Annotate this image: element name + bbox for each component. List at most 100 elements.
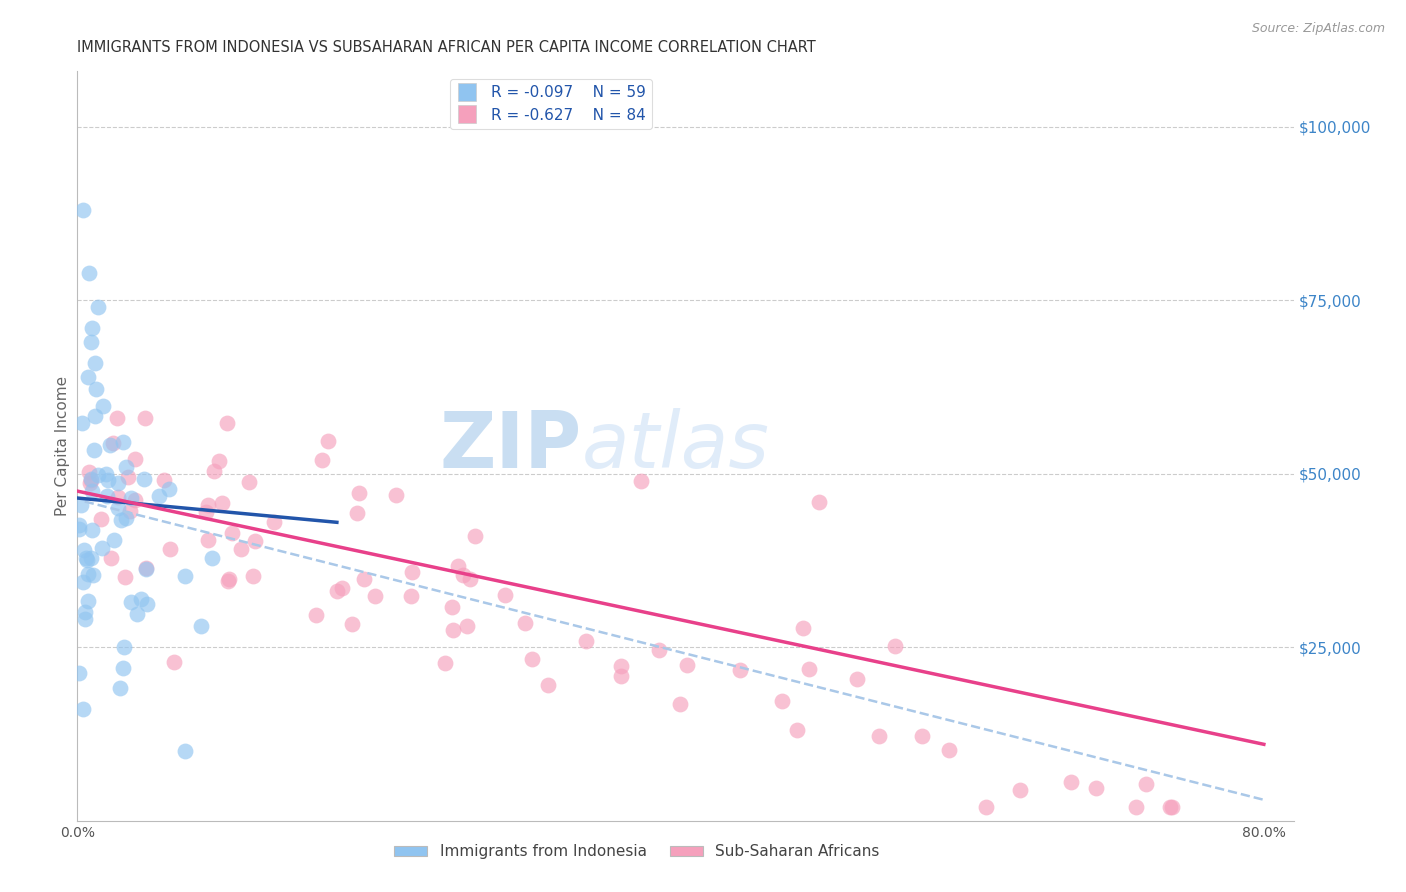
Text: Source: ZipAtlas.com: Source: ZipAtlas.com — [1251, 22, 1385, 36]
Point — [94, 467, 117, 481]
Point — [451, 567, 474, 582]
Point — [117, 470, 139, 484]
Point — [72, 702, 94, 716]
Point — [363, 590, 385, 604]
Point — [353, 572, 375, 586]
Point — [229, 542, 252, 557]
Point — [446, 559, 468, 574]
Point — [458, 573, 481, 587]
Point — [347, 486, 370, 500]
Point — [456, 619, 478, 633]
Point — [911, 729, 934, 743]
Point — [441, 599, 464, 614]
Point — [77, 465, 100, 479]
Text: atlas: atlas — [582, 408, 770, 484]
Point — [80, 483, 103, 498]
Point — [82, 524, 104, 538]
Point — [1125, 799, 1147, 814]
Point — [136, 597, 159, 611]
Point — [82, 321, 104, 335]
Point — [115, 511, 138, 525]
Point — [728, 663, 751, 677]
Point — [163, 655, 186, 669]
Point — [195, 505, 218, 519]
Point — [938, 743, 960, 757]
Point — [67, 522, 90, 536]
Point — [114, 570, 136, 584]
Point — [868, 729, 890, 743]
Point — [87, 468, 110, 483]
Point — [221, 525, 243, 540]
Point — [157, 482, 180, 496]
Point — [846, 672, 869, 686]
Point — [1161, 799, 1184, 814]
Point — [218, 572, 240, 586]
Point — [1135, 777, 1157, 791]
Point — [173, 744, 195, 758]
Point — [90, 512, 112, 526]
Point — [217, 416, 239, 430]
Point — [202, 464, 225, 478]
Point — [76, 369, 98, 384]
Point — [190, 619, 212, 633]
Point — [96, 489, 118, 503]
Point — [80, 472, 103, 486]
Point — [107, 501, 129, 516]
Point — [799, 662, 821, 676]
Point — [159, 542, 181, 557]
Point — [124, 451, 146, 466]
Point — [786, 723, 808, 737]
Point — [675, 657, 697, 672]
Point — [513, 616, 536, 631]
Legend: Immigrants from Indonesia, Sub-Saharan Africans: Immigrants from Indonesia, Sub-Saharan A… — [388, 838, 886, 865]
Point — [72, 203, 94, 218]
Point — [77, 593, 100, 607]
Point — [87, 300, 110, 314]
Point — [110, 513, 132, 527]
Point — [211, 496, 233, 510]
Point — [107, 490, 129, 504]
Point — [97, 473, 120, 487]
Point — [807, 494, 830, 508]
Point — [79, 334, 101, 349]
Point — [79, 476, 101, 491]
Point — [669, 698, 692, 712]
Point — [610, 669, 633, 683]
Point — [197, 499, 219, 513]
Point — [1084, 780, 1107, 795]
Point — [153, 473, 176, 487]
Point — [385, 488, 408, 502]
Point — [441, 623, 464, 637]
Point — [1159, 799, 1181, 814]
Point — [1008, 783, 1031, 797]
Point — [84, 382, 107, 396]
Point — [401, 565, 423, 579]
Point — [114, 460, 136, 475]
Point — [330, 582, 353, 596]
Point — [325, 583, 347, 598]
Point — [75, 550, 97, 565]
Point — [73, 542, 96, 557]
Point — [120, 595, 142, 609]
Point — [197, 533, 219, 548]
Point — [464, 529, 486, 543]
Point — [520, 652, 543, 666]
Point — [120, 491, 142, 505]
Point — [112, 661, 135, 675]
Point — [82, 568, 104, 582]
Point — [73, 611, 96, 625]
Point — [129, 592, 152, 607]
Point — [201, 551, 224, 566]
Point — [242, 568, 264, 582]
Text: IMMIGRANTS FROM INDONESIA VS SUBSAHARAN AFRICAN PER CAPITA INCOME CORRELATION CH: IMMIGRANTS FROM INDONESIA VS SUBSAHARAN … — [77, 40, 815, 55]
Point — [770, 694, 793, 708]
Point — [90, 541, 112, 556]
Point — [67, 518, 90, 533]
Point — [98, 438, 121, 452]
Point — [125, 607, 148, 621]
Point — [100, 550, 122, 565]
Point — [401, 589, 423, 603]
Point — [610, 658, 633, 673]
Point — [134, 562, 156, 576]
Point — [263, 515, 285, 529]
